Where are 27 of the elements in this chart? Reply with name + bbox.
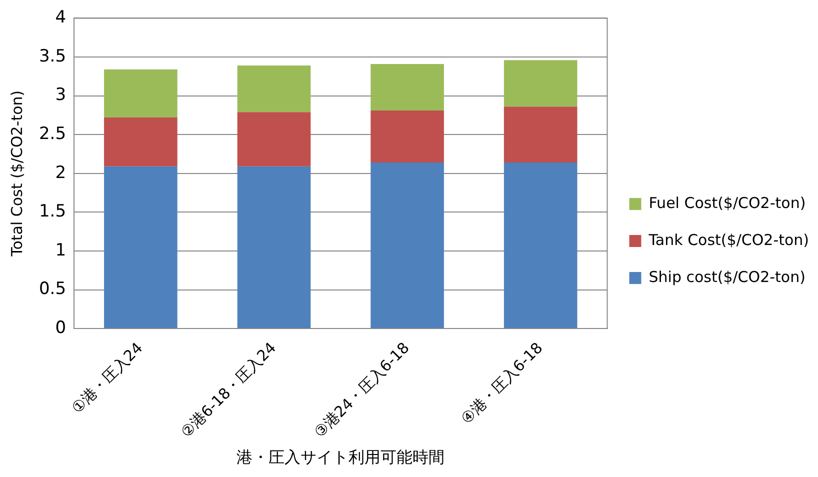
y-tick-label: 1 xyxy=(55,240,66,260)
bar xyxy=(104,118,178,166)
bar xyxy=(104,69,178,118)
y-tick-label: 2 xyxy=(55,162,66,183)
legend-label: Ship cost($/CO2-ton) xyxy=(648,268,806,286)
bar xyxy=(370,162,444,328)
bar xyxy=(237,166,311,328)
y-tick-label: 4 xyxy=(55,8,66,28)
legend-label: Tank Cost($/CO2-ton) xyxy=(648,230,810,249)
bar xyxy=(104,166,178,328)
y-axis-title: Total Cost ($/CO2-ton) xyxy=(8,90,26,258)
x-tick-label: ①港・圧入24 xyxy=(68,338,146,417)
y-tick-label: 3 xyxy=(55,85,66,106)
bar xyxy=(370,110,444,163)
bar xyxy=(504,162,578,328)
bar xyxy=(237,112,311,166)
bar xyxy=(504,106,578,163)
bar xyxy=(504,60,578,107)
y-tick-label: 0.5 xyxy=(38,279,66,300)
x-axis-title: 港・圧入サイト利用可能時間 xyxy=(236,448,445,467)
y-tick-label: 3.5 xyxy=(38,46,66,66)
legend-label: Fuel Cost($/CO2-ton) xyxy=(648,194,806,212)
bar xyxy=(370,64,444,111)
bar xyxy=(237,66,311,112)
y-tick-label: 1.5 xyxy=(38,202,66,222)
y-tick-label: 2.5 xyxy=(38,124,66,144)
y-tick-label: 0 xyxy=(55,318,66,338)
